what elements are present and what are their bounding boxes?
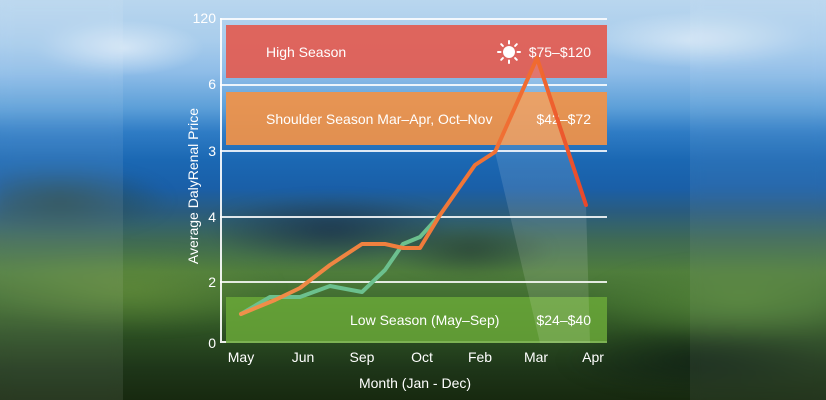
band-price-range: $75–$120 (528, 43, 591, 60)
x-tick-label: Oct (411, 349, 433, 365)
band-name: Low Season (May–Sep) (350, 312, 500, 328)
y-tick-label: 2 (208, 274, 216, 290)
blurred-side-panel-right (690, 0, 826, 400)
y-tick-label: 120 (192, 10, 216, 26)
sun-icon (497, 39, 521, 64)
green-series-line (239, 213, 442, 316)
gridline (220, 281, 607, 283)
gridline (220, 84, 607, 86)
y-tick-label: 4 (208, 209, 216, 225)
y-tick-label: 0 (208, 335, 216, 351)
gridline (220, 216, 607, 218)
band-name: High Season (266, 43, 347, 60)
x-tick-label: Mar (523, 349, 549, 365)
shoulder-season-band: Shoulder Season Mar–Apr, Oct–Nov $42–$72 (226, 92, 607, 145)
x-tick-label: Sep (349, 349, 375, 365)
high-season-band: High Season $75–$120 (226, 25, 607, 78)
x-tick-label: Feb (467, 349, 493, 365)
y-tick-label: 6 (208, 76, 216, 92)
gridline (220, 18, 607, 20)
band-price-range: $42–$72 (536, 110, 591, 127)
x-axis-title: Month (Jan - Dec) (358, 375, 472, 391)
y-tick-label: 3 (208, 143, 216, 159)
x-tick-label: Jun (291, 349, 315, 365)
x-tick-label: May (227, 349, 255, 365)
peak-fill-area (495, 58, 590, 343)
blurred-side-panel-left (0, 0, 123, 400)
y-axis-title: Average DalyRenal Price (185, 107, 201, 265)
low-season-band: Low Season (May–Sep) $24–$40 (226, 297, 607, 343)
gridline (220, 150, 607, 152)
band-price-range: $24–$40 (536, 312, 591, 328)
band-name: Shoulder Season Mar–Apr, Oct–Nov (266, 110, 493, 127)
x-tick-label: Apr (582, 349, 604, 365)
orange-series-line (239, 56, 588, 316)
